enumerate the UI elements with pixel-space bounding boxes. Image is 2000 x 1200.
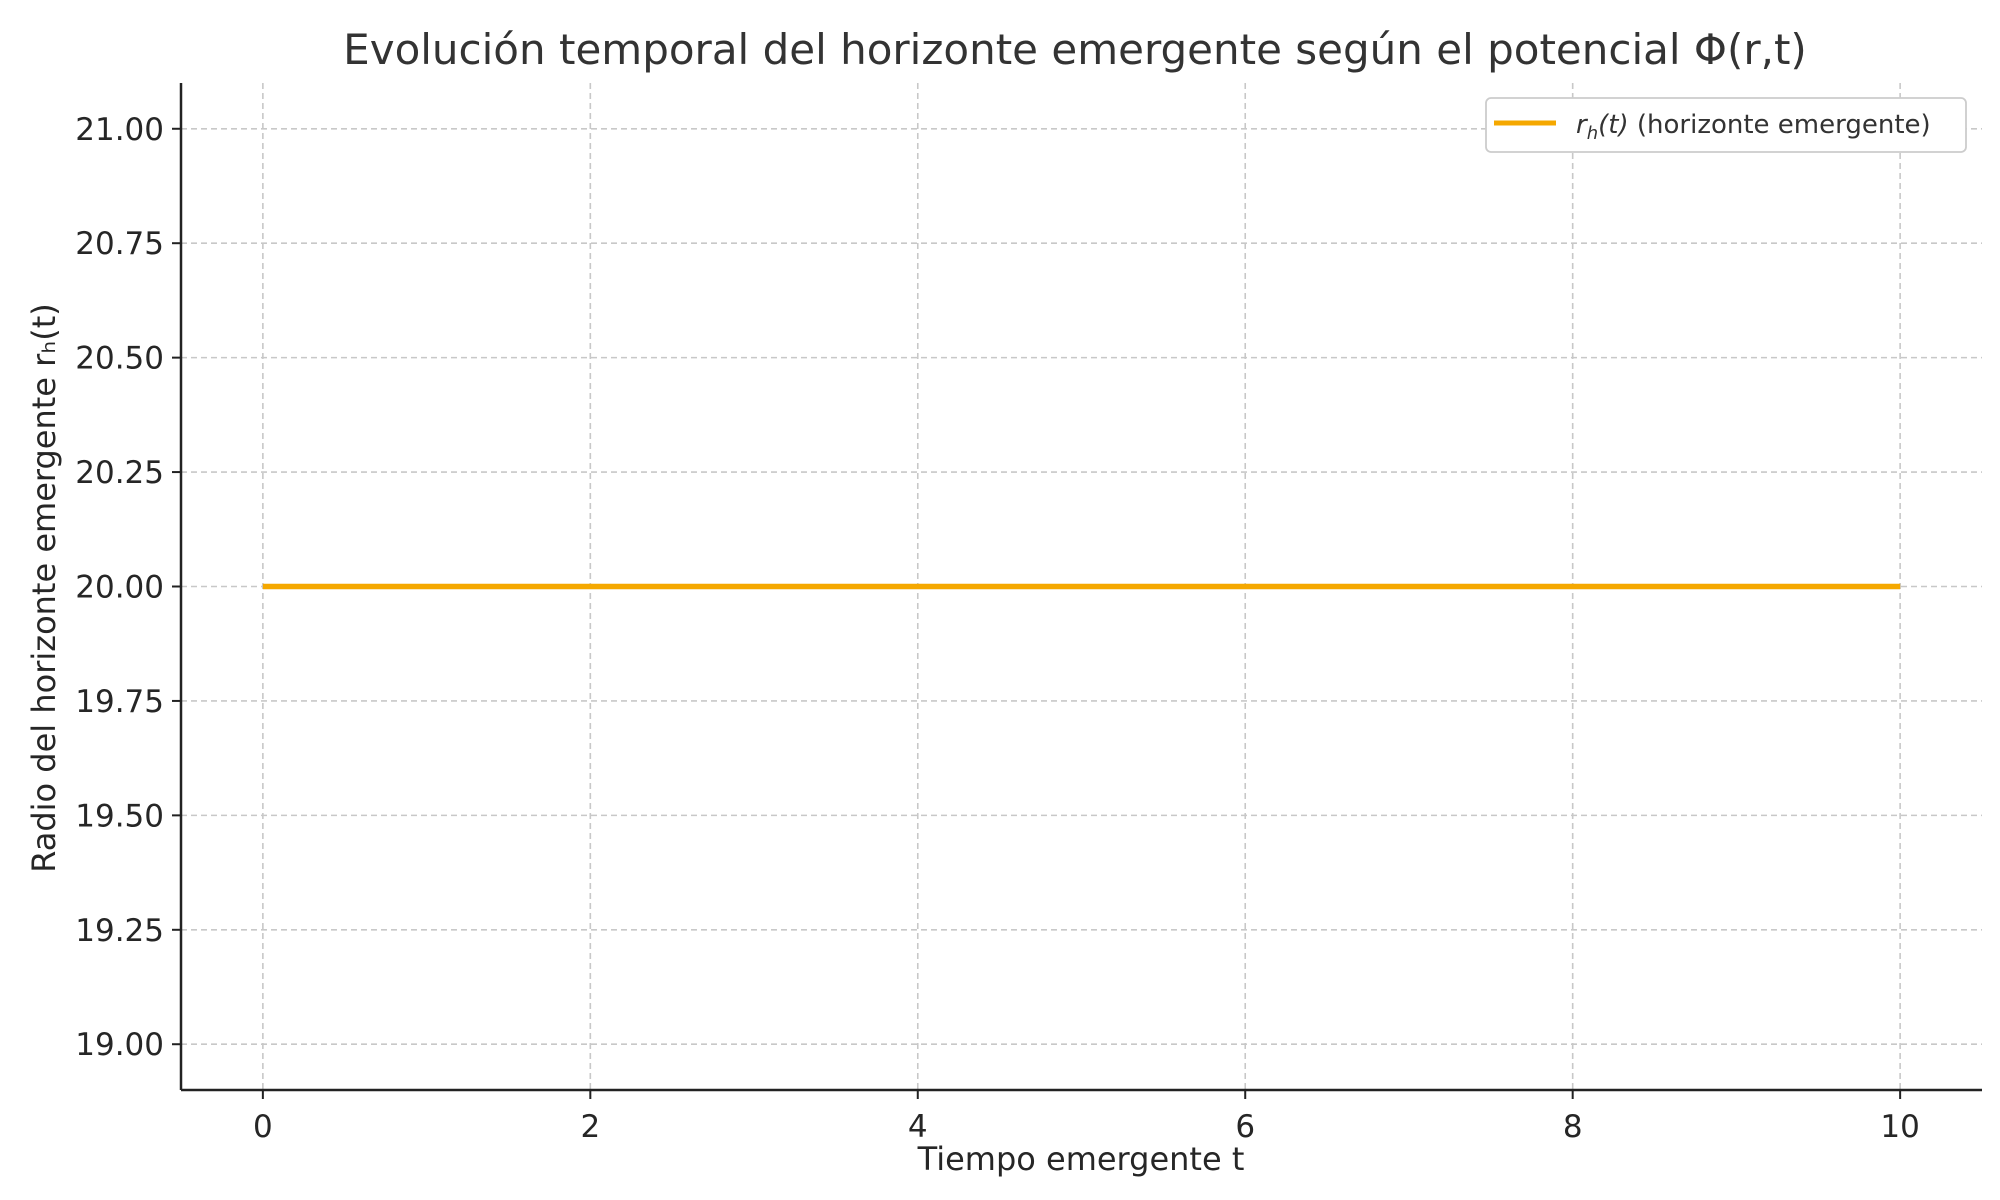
y-tick-label: 19.00 — [75, 1027, 164, 1063]
y-axis-label: Radio del horizonte emergente rₕ(t) — [25, 303, 63, 873]
legend-label-subscript: h — [1587, 123, 1598, 144]
legend-box — [1485, 97, 1967, 153]
legend: rh(t) (horizonte emergente) — [1485, 97, 1967, 153]
y-tick-label: 19.50 — [75, 798, 164, 834]
x-tick-label: 8 — [1563, 1109, 1583, 1145]
chart-title: Evolución temporal del horizonte emergen… — [343, 25, 1807, 74]
y-ticks: 19.00 19.25 19.50 19.75 20.00 20.25 20.50 20.75… — [75, 112, 181, 1063]
x-tick-label: 4 — [908, 1109, 928, 1145]
y-tick-label: 20.00 — [75, 570, 164, 606]
y-tick-label: 19.75 — [75, 684, 164, 720]
y-tick-label: 20.25 — [75, 455, 164, 491]
x-ticks: 0 2 4 6 8 10 — [253, 1090, 1920, 1145]
legend-label-desc: (horizonte emergente) — [1629, 110, 1931, 140]
y-tick-label: 20.75 — [75, 226, 164, 262]
legend-label-arg: (t) — [1598, 110, 1628, 140]
x-axis-label: Tiempo emergente t — [917, 1140, 1245, 1178]
y-tick-label: 21.00 — [75, 112, 164, 148]
x-tick-label: 2 — [580, 1109, 600, 1145]
y-tick-label: 20.50 — [75, 341, 164, 377]
legend-label-var: r — [1576, 110, 1589, 140]
y-tick-label: 19.25 — [75, 913, 164, 949]
x-tick-label: 10 — [1880, 1109, 1919, 1145]
x-tick-label: 6 — [1235, 1109, 1255, 1145]
legend-label: rh(t) (horizonte emergente) — [1576, 110, 1931, 144]
x-tick-label: 0 — [253, 1109, 273, 1145]
